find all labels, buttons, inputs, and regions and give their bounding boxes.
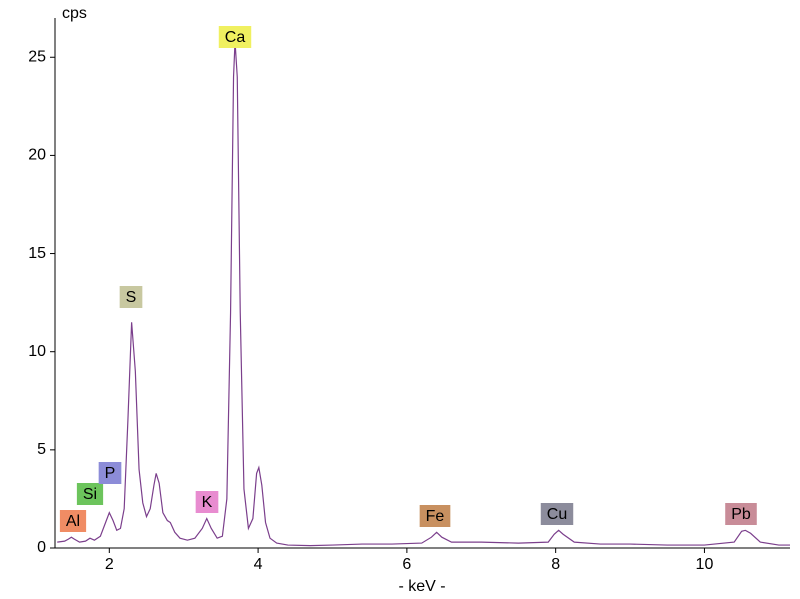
peak-label: Al <box>66 513 80 530</box>
peak-label: K <box>202 494 213 511</box>
peak-label: Si <box>83 486 97 503</box>
y-axis-label: cps <box>62 5 87 22</box>
x-tick-label: 2 <box>105 556 114 573</box>
peak-label: Pb <box>731 506 751 523</box>
peak-label-box <box>59 510 87 532</box>
y-tick-label: 5 <box>37 441 46 458</box>
peak-label-box <box>195 491 219 513</box>
peak-label: S <box>126 289 137 306</box>
peak-label: P <box>105 465 116 482</box>
peak-label: Fe <box>426 508 445 525</box>
y-tick-label: 0 <box>37 539 46 556</box>
x-tick-label: 6 <box>402 556 411 573</box>
peak-label-box <box>419 505 451 527</box>
y-tick-label: 25 <box>28 48 46 65</box>
peak-label-box <box>218 26 252 48</box>
peak-label: Ca <box>225 29 246 46</box>
peak-label-box <box>119 286 143 308</box>
peak-label-box <box>725 503 757 525</box>
x-tick-label: 10 <box>696 556 714 573</box>
x-axis-label: - keV - <box>398 578 445 595</box>
peak-label-box <box>76 483 104 505</box>
spectrum-line <box>57 41 790 547</box>
x-tick-label: 4 <box>254 556 263 573</box>
y-tick-label: 15 <box>28 245 46 262</box>
y-tick-label: 20 <box>28 147 46 164</box>
x-tick-label: 8 <box>551 556 560 573</box>
peak-label-box <box>98 462 122 484</box>
peak-label: Cu <box>547 506 567 523</box>
y-tick-label: 10 <box>28 343 46 360</box>
peak-label-box <box>540 503 574 525</box>
